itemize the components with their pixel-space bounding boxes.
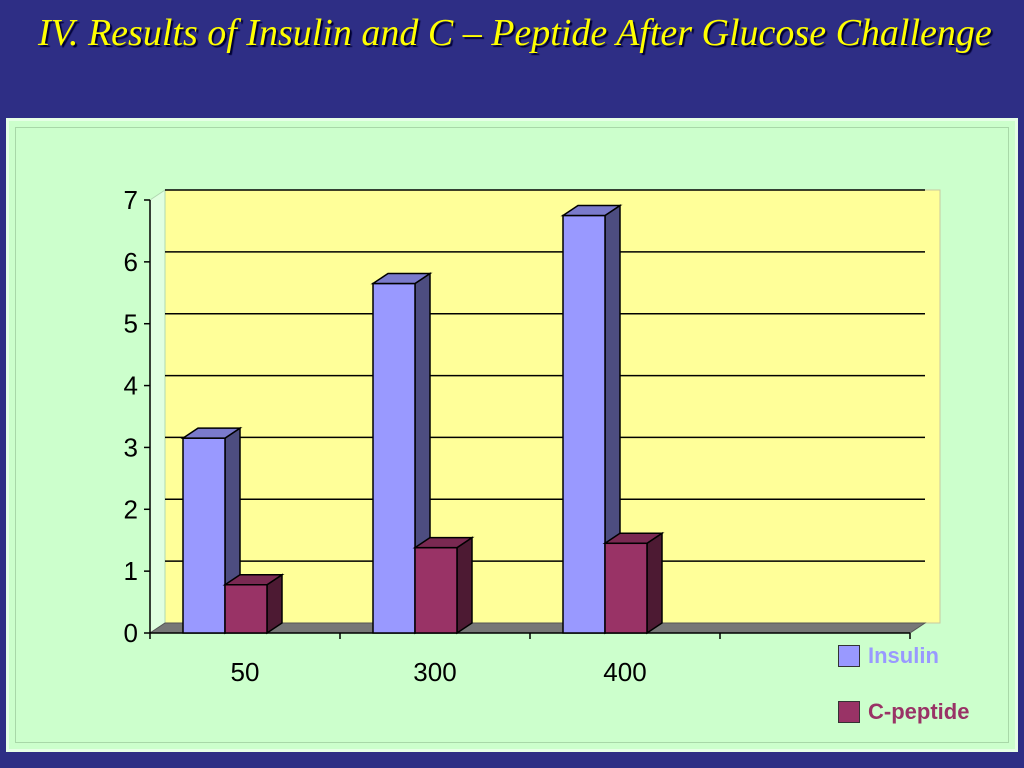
legend-item-insulin: Insulin	[838, 643, 939, 669]
x-tick-label: 50	[231, 657, 260, 687]
legend-swatch-c-peptide	[838, 701, 860, 723]
plot-side-wall	[149, 189, 166, 634]
legend-label-insulin: Insulin	[868, 643, 939, 668]
y-tick-label: 3	[124, 432, 138, 462]
y-tick-label: 6	[124, 247, 138, 277]
chart-legend: Insulin C-peptide	[838, 643, 1013, 733]
bar-c-peptide	[602, 531, 665, 635]
slide-title: IV. Results of Insulin and C – Peptide A…	[38, 12, 992, 54]
legend-swatch-insulin	[838, 645, 860, 667]
x-tick-label: 300	[413, 657, 456, 687]
y-tick-label: 2	[124, 494, 138, 524]
y-tick-label: 7	[124, 185, 138, 215]
y-tick-label: 4	[124, 371, 138, 401]
x-tick-label: 400	[603, 657, 646, 687]
y-tick-label: 1	[124, 556, 138, 586]
bar-c-peptide	[412, 536, 475, 635]
y-tick-label: 0	[124, 618, 138, 648]
plot-back-wall	[164, 189, 941, 624]
bar-c-peptide	[222, 573, 285, 635]
legend-item-c-peptide: C-peptide	[838, 699, 969, 725]
chart-panel-border	[15, 127, 1009, 743]
y-tick-label: 5	[124, 309, 138, 339]
legend-label-c-peptide: C-peptide	[868, 699, 970, 724]
